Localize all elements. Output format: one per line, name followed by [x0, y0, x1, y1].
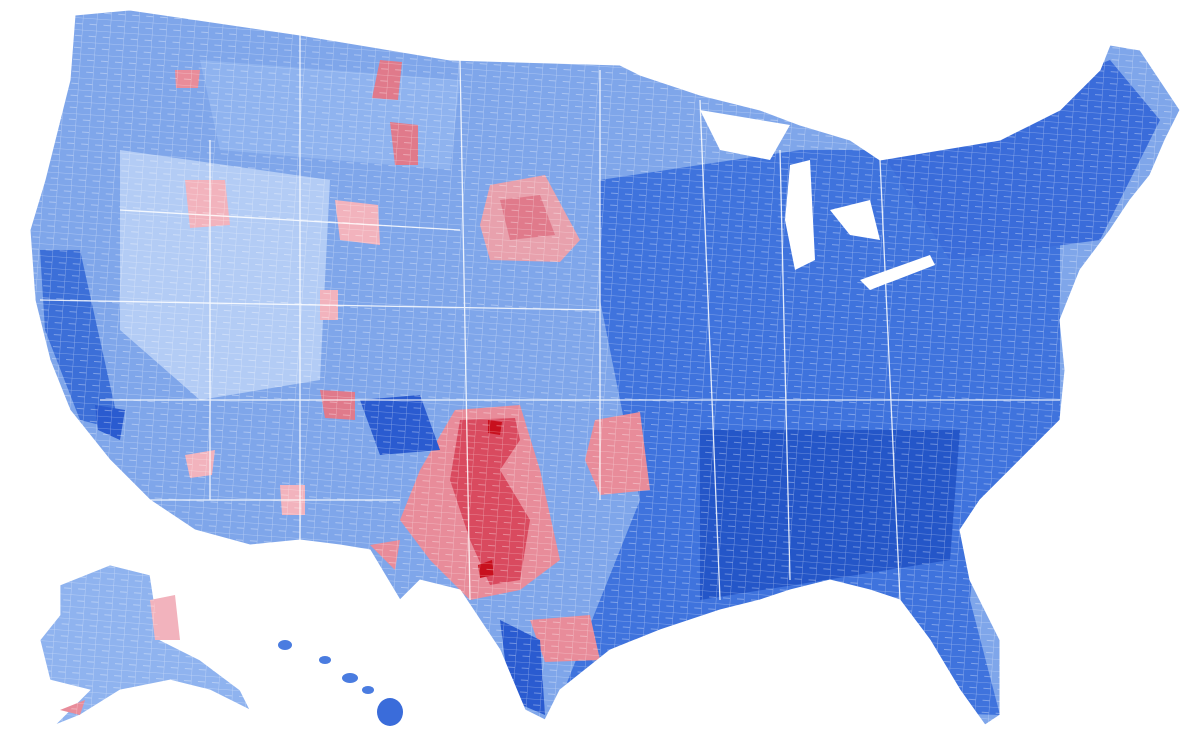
hawaii-island — [377, 698, 403, 726]
state-borders — [39, 35, 1060, 601]
lake — [830, 200, 880, 240]
hawaii-island — [342, 673, 358, 683]
hawaii-island — [319, 656, 331, 664]
lake — [700, 110, 790, 160]
lake — [785, 160, 815, 270]
hawaii-island — [362, 686, 374, 694]
hawaii-island — [278, 640, 292, 650]
lake — [860, 255, 935, 290]
county-borders — [40, 565, 250, 725]
us-outline — [29, 9, 1181, 726]
